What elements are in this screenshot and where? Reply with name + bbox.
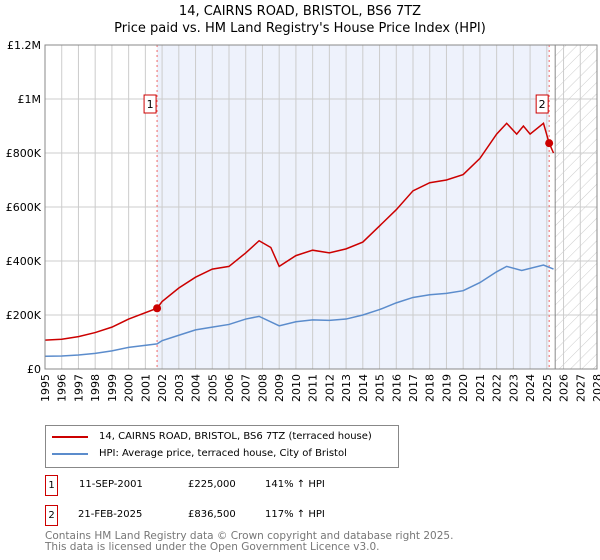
x-tick-label: 2004 — [190, 374, 203, 402]
x-tick-label: 2016 — [390, 374, 403, 402]
x-tick-label: 2014 — [357, 374, 370, 402]
x-tick-label: 2005 — [206, 374, 219, 402]
x-tick-label: 2015 — [374, 374, 387, 402]
chart-title: 14, CAIRNS ROAD, BRISTOL, BS6 7TZ — [178, 4, 422, 19]
x-tick-label: 2026 — [558, 374, 571, 402]
legend-label-hpi: HPI: Average price, terraced house, City… — [99, 448, 347, 459]
y-tick-label: £1M — [18, 93, 42, 106]
sale-price: £836,500 — [188, 509, 236, 520]
x-tick-label: 2022 — [491, 374, 504, 402]
sale-hpi: 117% ↑ HPI — [265, 509, 325, 520]
x-tick-label: 2025 — [541, 374, 554, 402]
x-tick-label: 2006 — [223, 374, 236, 402]
x-tick-label: 2017 — [407, 374, 420, 402]
x-tick-label: 1999 — [106, 374, 119, 402]
x-tick-label: 2007 — [240, 374, 253, 402]
x-tick-label: 2020 — [457, 374, 470, 402]
sale-price: £225,000 — [188, 479, 236, 490]
y-tick-label: £200K — [6, 309, 42, 322]
footer: Contains HM Land Registry data © Crown c… — [45, 531, 453, 553]
x-tick-label: 2019 — [440, 374, 453, 402]
sale-point — [545, 139, 554, 148]
sale-date: 11-SEP-2001 — [79, 479, 143, 490]
x-tick-label: 1996 — [56, 374, 69, 402]
x-tick-label: 2023 — [507, 374, 520, 402]
x-tick-label: 2028 — [591, 374, 600, 402]
sale-annotation-label: 1 — [147, 98, 154, 111]
chart-area: 1995 1996 1997 1998 1999 2000 2001 2002 2003 2004… — [6, 39, 600, 402]
y-tick-label: £400K — [6, 255, 42, 268]
sale-hpi: 141% ↑ HPI — [265, 479, 325, 490]
legend-line-hpi — [52, 452, 88, 455]
x-tick-label: 2008 — [256, 374, 269, 402]
x-tick-label: 2000 — [123, 374, 136, 402]
x-tick-label: 2021 — [474, 374, 487, 402]
sale-row-1: 1 11-SEP-2001 £225,000 141% ↑ HPI — [45, 475, 445, 496]
sale-date: 21-FEB-2025 — [78, 509, 143, 520]
x-tick-label: 2002 — [156, 374, 169, 402]
x-tick-label: 2003 — [173, 374, 186, 402]
property-price-line — [44, 122, 555, 341]
x-tick-label: 2001 — [139, 374, 152, 402]
legend-label-property: 14, CAIRNS ROAD, BRISTOL, BS6 7TZ (terra… — [99, 431, 372, 442]
footer-copyright: Contains HM Land Registry data © Crown c… — [45, 530, 454, 542]
x-tick-label: 2018 — [424, 374, 437, 402]
x-tick-label: 2027 — [574, 374, 587, 402]
x-tick-label: 1998 — [89, 374, 102, 402]
footer-licence: This data is licensed under the Open Gov… — [45, 541, 380, 553]
sale-annotation-box — [535, 94, 549, 114]
y-tick-label: £600K — [6, 201, 42, 214]
sale-marker-label: 1 — [45, 475, 58, 496]
y-tick-label: £1.2M — [7, 39, 41, 52]
x-tick-label: 1995 — [39, 374, 52, 402]
x-tick-label: 2011 — [307, 374, 320, 402]
sale-marker-label: 2 — [45, 505, 58, 526]
sale-row-2: 2 21-FEB-2025 £836,500 117% ↑ HPI — [45, 505, 445, 526]
x-tick-label: 2013 — [340, 374, 353, 402]
x-tick-label: 1997 — [72, 374, 85, 402]
x-tick-label: 2010 — [290, 374, 303, 402]
y-tick-label: £0 — [27, 363, 41, 376]
sale-annotation-box — [143, 94, 157, 114]
chart-subtitle: Price paid vs. HM Land Registry's House … — [114, 21, 486, 36]
hpi-line — [44, 264, 554, 358]
sale-point — [153, 304, 162, 313]
x-tick-label: 2009 — [273, 374, 286, 402]
legend-line-property — [52, 435, 88, 438]
x-tick-label: 2024 — [524, 374, 537, 402]
sale-annotation-label: 2 — [539, 98, 546, 111]
y-tick-label: £800K — [6, 147, 42, 160]
plot-border — [44, 44, 598, 370]
x-tick-label: 2012 — [323, 374, 336, 402]
legend: 14, CAIRNS ROAD, BRISTOL, BS6 7TZ (terra… — [45, 425, 399, 468]
